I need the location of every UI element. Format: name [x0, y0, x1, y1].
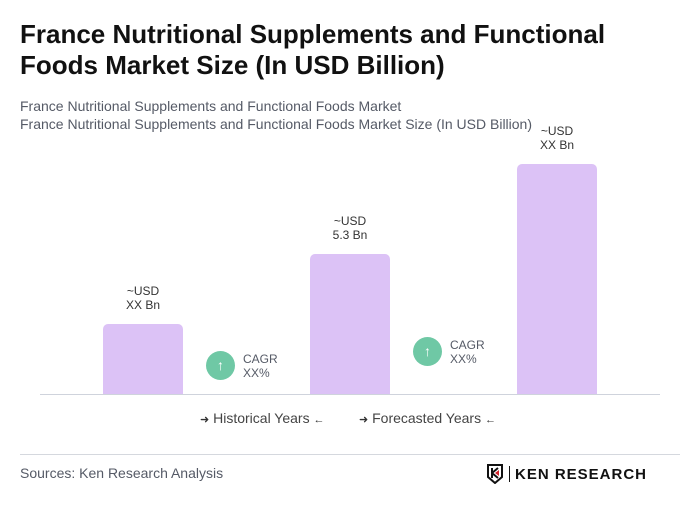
data-label-line2: XX Bn: [125, 298, 161, 312]
x-axis: [40, 394, 660, 395]
data-label-line2: XX Bn: [539, 138, 575, 153]
bar: [310, 254, 390, 394]
arrow-right-icon: ➜: [200, 414, 210, 426]
data-label-line2: 5.3 Bn: [332, 228, 368, 242]
ken-research-logo: KEN RESEARCH: [486, 464, 647, 484]
bar: [103, 324, 183, 394]
cagr-label: CAGR: [243, 352, 278, 366]
cagr-value: XX%: [243, 366, 270, 380]
arrow-up-icon: ↑: [206, 351, 235, 380]
legend-historical: ➜ Historical Years ←: [200, 410, 325, 426]
chart-subtitle-2: France Nutritional Supplements and Funct…: [20, 116, 533, 132]
ken-logo-icon: [487, 464, 503, 484]
chart-subtitle: France Nutritional Supplements and Funct…: [20, 98, 402, 114]
data-label-line1: ~USD: [126, 284, 160, 298]
arrow-left-icon: ←: [313, 414, 325, 426]
bar: [517, 164, 597, 394]
legend-forecasted: ➜ Forecasted Years ←: [359, 410, 496, 426]
data-label: ~USD XX Bn: [507, 124, 607, 152]
data-label: ~USD 5.3 Bn: [300, 214, 400, 242]
source-text: Sources: Ken Research Analysis: [20, 465, 224, 481]
footer-divider: [20, 454, 680, 455]
legend-forecasted-label: Forecasted Years: [372, 410, 482, 426]
arrow-up-icon: ↑: [413, 337, 442, 366]
data-label: ~USD XX Bn: [93, 284, 193, 312]
legend-historical-label: Historical Years: [213, 410, 310, 426]
data-label-line1: ~USD: [540, 124, 574, 139]
cagr-value: XX%: [450, 352, 477, 366]
arrow-left-icon: ←: [484, 414, 496, 426]
logo-text: KEN RESEARCH: [515, 465, 648, 483]
data-label-line1: ~USD: [333, 214, 367, 228]
arrow-right-icon: ➜: [359, 414, 369, 426]
cagr-label: CAGR: [450, 338, 485, 352]
chart-title: France Nutritional Supplements and Funct…: [20, 19, 606, 80]
cagr-1: CAGR XX%: [243, 352, 278, 380]
cagr-2: CAGR XX%: [450, 338, 485, 366]
